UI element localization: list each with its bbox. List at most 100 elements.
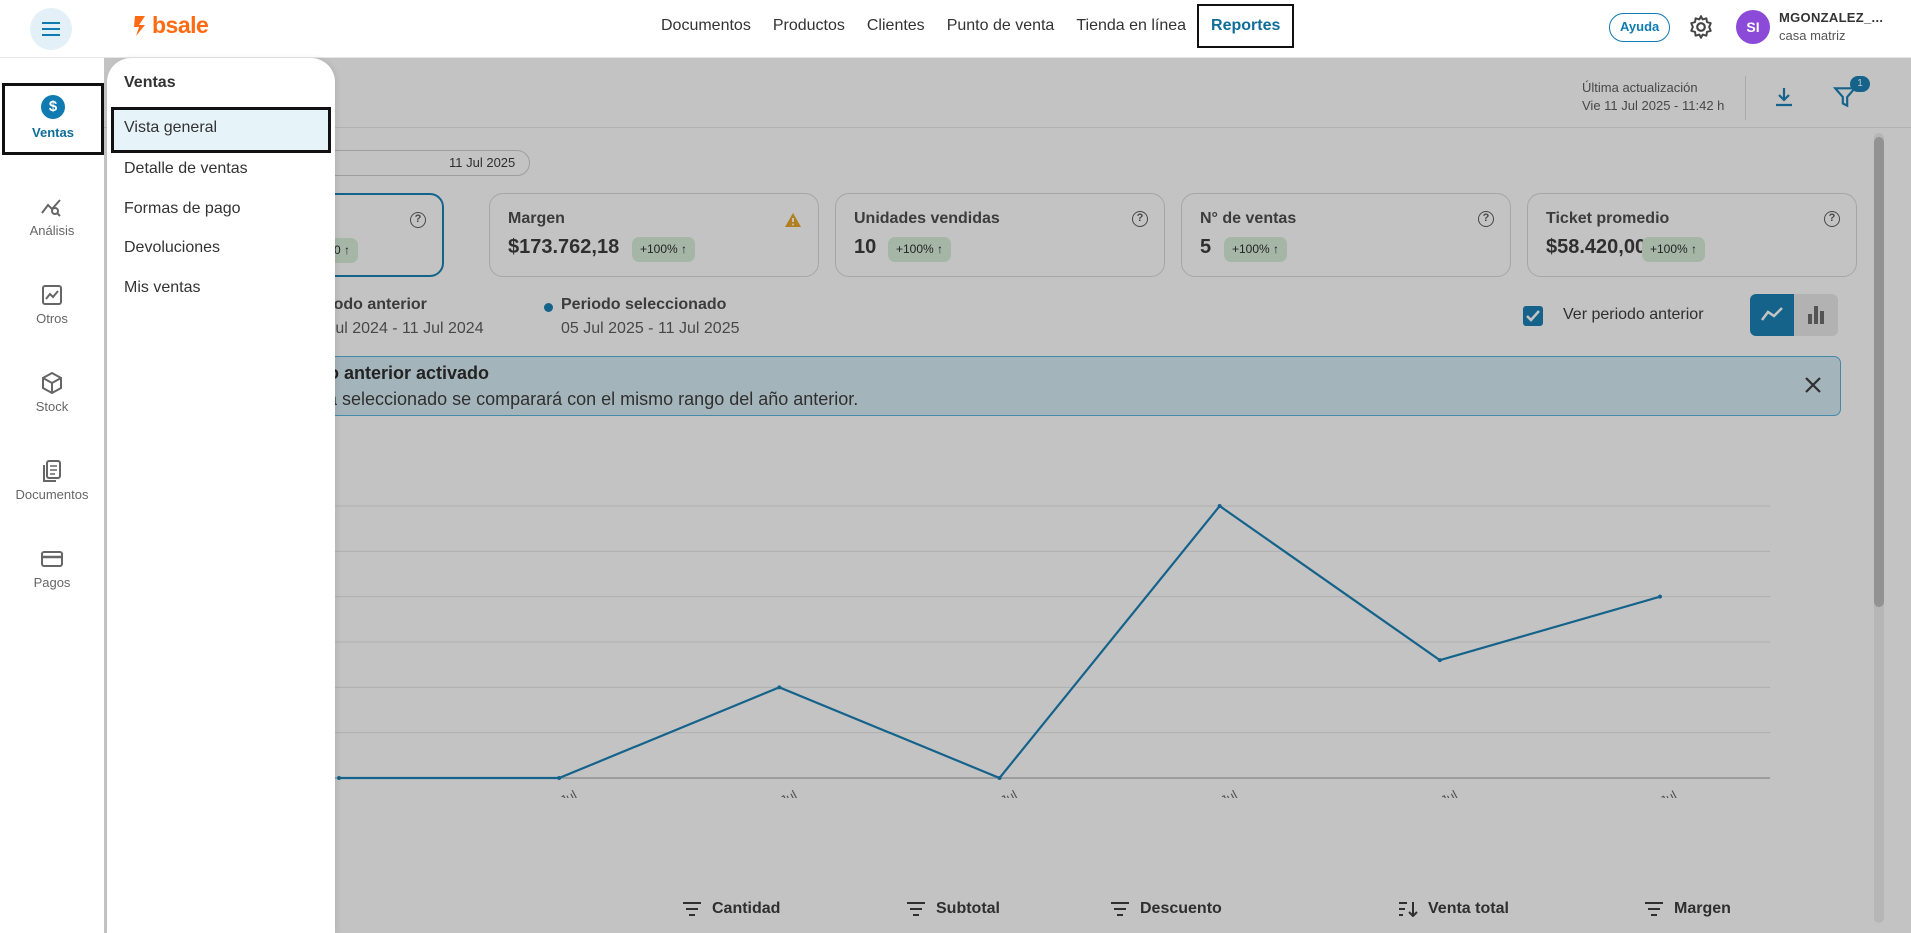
date-chip-text: 11 Jul 2025: [449, 155, 516, 170]
legend-selected-title: Periodo seleccionado: [561, 296, 727, 313]
kpi-badge: +100% ↑: [888, 237, 952, 262]
vertical-scrollbar[interactable]: [1874, 133, 1884, 923]
last-update-label: Última actualización: [1582, 80, 1698, 95]
chart-point[interactable]: [1217, 504, 1222, 508]
sort-desc-icon: [1399, 902, 1418, 917]
help-button[interactable]: Ayuda: [1609, 13, 1671, 42]
sub-header: Última actualización Vie 11 Jul 2025 - 1…: [104, 58, 1911, 128]
top-navigation: Documentos Productos Clientes Punto de v…: [650, 4, 1295, 48]
line-chart-icon: [1761, 307, 1783, 321]
submenu-item-formas-de-pago[interactable]: Formas de pago: [124, 200, 241, 217]
col-subtotal[interactable]: Subtotal: [906, 900, 1000, 918]
submenu-item-mis-ventas[interactable]: Mis ventas: [124, 279, 201, 296]
nav-reportes[interactable]: Reportes: [1197, 4, 1295, 48]
col-cantidad[interactable]: Cantidad: [682, 900, 780, 918]
rail-item-pagos[interactable]: Pagos: [0, 535, 104, 607]
help-question-icon[interactable]: ?: [410, 212, 426, 228]
warning-icon[interactable]: [784, 212, 802, 228]
bsale-logo-icon: [134, 15, 145, 36]
kpi-label: Margen: [508, 210, 565, 227]
card-icon: [41, 551, 63, 567]
rail-item-label: Documentos: [15, 487, 89, 502]
chart-point[interactable]: [1658, 594, 1662, 599]
kpi-card-unidades[interactable]: Unidades vendidas ? 10 +100% ↑: [835, 193, 1165, 277]
box-icon: [42, 371, 62, 395]
download-icon[interactable]: [1772, 85, 1796, 109]
legend-selected-dot: [544, 303, 553, 312]
col-venta-total[interactable]: Venta total: [1398, 900, 1509, 918]
top-bar: bsale Documentos Productos Clientes Punt…: [0, 0, 1911, 58]
nav-productos[interactable]: Productos: [772, 17, 845, 34]
compare-previous-label[interactable]: Ver periodo anterior: [1563, 306, 1704, 323]
bar-chart-toggle[interactable]: [1794, 294, 1838, 336]
rail-item-otros[interactable]: Otros: [0, 271, 104, 343]
scrollbar-thumb[interactable]: [1874, 137, 1884, 607]
x-tick-label: 07 Jul: [762, 787, 800, 798]
line-chart-toggle[interactable]: [1750, 294, 1794, 336]
rail-item-label: Stock: [35, 399, 69, 414]
kpi-card-margen[interactable]: Margen $173.762,18 +100% ↑: [489, 193, 819, 277]
help-question-icon[interactable]: ?: [1478, 211, 1494, 227]
rail-item-analisis[interactable]: Análisis: [0, 183, 104, 255]
kpi-card-ticket-promedio[interactable]: Ticket promedio ? $58.420,00 +100% ↑: [1527, 193, 1857, 277]
sort-icon: [683, 902, 701, 916]
close-icon[interactable]: [1802, 374, 1824, 396]
chart-point[interactable]: [337, 776, 341, 780]
sort-icon: [1645, 902, 1663, 916]
col-margen[interactable]: Margen: [1644, 900, 1731, 918]
x-tick-label: 09 Jul: [1202, 787, 1240, 798]
rail-item-stock[interactable]: Stock: [0, 359, 104, 431]
kpi-badge: +100% ↑: [1224, 237, 1288, 262]
brand-logo[interactable]: bsale: [132, 12, 209, 39]
brand-name: bsale: [152, 12, 209, 38]
submenu-item-detalle-de-ventas[interactable]: Detalle de ventas: [124, 160, 248, 177]
x-tick-label: 10 Jul: [1422, 787, 1460, 798]
kpi-value: $173.762,18: [508, 236, 620, 258]
main-content: Última actualización Vie 11 Jul 2025 - 1…: [104, 58, 1911, 933]
nav-tienda-en-linea[interactable]: Tienda en línea: [1076, 17, 1187, 34]
chart-point[interactable]: [1437, 658, 1442, 663]
chart-point[interactable]: [777, 685, 782, 690]
submenu-item-vista-general[interactable]: Vista general: [111, 107, 331, 153]
submenu-title: Ventas: [124, 74, 176, 91]
bar-chart-icon: [1808, 306, 1824, 324]
user-name[interactable]: MGONZALEZ_...: [1779, 10, 1884, 25]
col-descuento[interactable]: Descuento: [1110, 900, 1222, 918]
nav-punto-de-venta[interactable]: Punto de venta: [946, 17, 1055, 34]
sort-icon: [1111, 902, 1129, 916]
hamburger-menu-icon[interactable]: [30, 8, 72, 50]
filter-count-badge: 1: [1850, 76, 1870, 92]
nav-documentos[interactable]: Documentos: [661, 17, 751, 34]
x-tick-label: 06 Jul: [542, 787, 580, 798]
kpi-value: 10: [854, 236, 877, 258]
kpi-badge: +100% ↑: [1642, 237, 1706, 262]
modal-overlay[interactable]: [104, 58, 1911, 933]
x-tick-label: 11 Jul: [1642, 788, 1679, 798]
chart-point[interactable]: [997, 776, 1002, 780]
settings-gear-icon[interactable]: [1688, 14, 1714, 40]
divider: [1745, 76, 1746, 120]
last-update-value: Vie 11 Jul 2025 - 11:42 h: [1582, 98, 1725, 113]
kpi-label: N° de ventas: [1200, 210, 1297, 227]
user-branch: casa matriz: [1779, 28, 1846, 43]
help-question-icon[interactable]: ?: [1824, 211, 1840, 227]
chart-point[interactable]: [557, 776, 562, 780]
user-avatar[interactable]: SI: [1736, 10, 1770, 44]
banner-text: na seleccionado se comparará con el mism…: [317, 389, 859, 409]
sales-line-chart: ul06 Jul07 Jul08 Jul09 Jul10 Jul11 Jul: [334, 504, 1770, 798]
nav-clientes[interactable]: Clientes: [866, 17, 925, 34]
sort-icon: [907, 902, 925, 916]
rail-item-ventas[interactable]: $ Ventas: [2, 83, 104, 155]
dollar-icon: $: [41, 95, 65, 119]
compare-previous-checkbox[interactable]: [1523, 306, 1543, 326]
ventas-submenu: Ventas Vista general Detalle de ventas F…: [107, 58, 335, 933]
kpi-card-numero-ventas[interactable]: N° de ventas ? 5 +100% ↑: [1181, 193, 1511, 277]
help-question-icon[interactable]: ?: [1132, 211, 1148, 227]
checkmark-icon: [1526, 310, 1540, 322]
kpi-label: Ticket promedio: [1546, 210, 1670, 227]
document-icon: [43, 460, 61, 482]
submenu-item-devoluciones[interactable]: Devoluciones: [124, 239, 221, 256]
rail-item-documentos[interactable]: Documentos: [0, 447, 104, 519]
banner-title: do anterior activado: [317, 363, 490, 383]
kpi-value: $58.420,00: [1546, 236, 1647, 258]
